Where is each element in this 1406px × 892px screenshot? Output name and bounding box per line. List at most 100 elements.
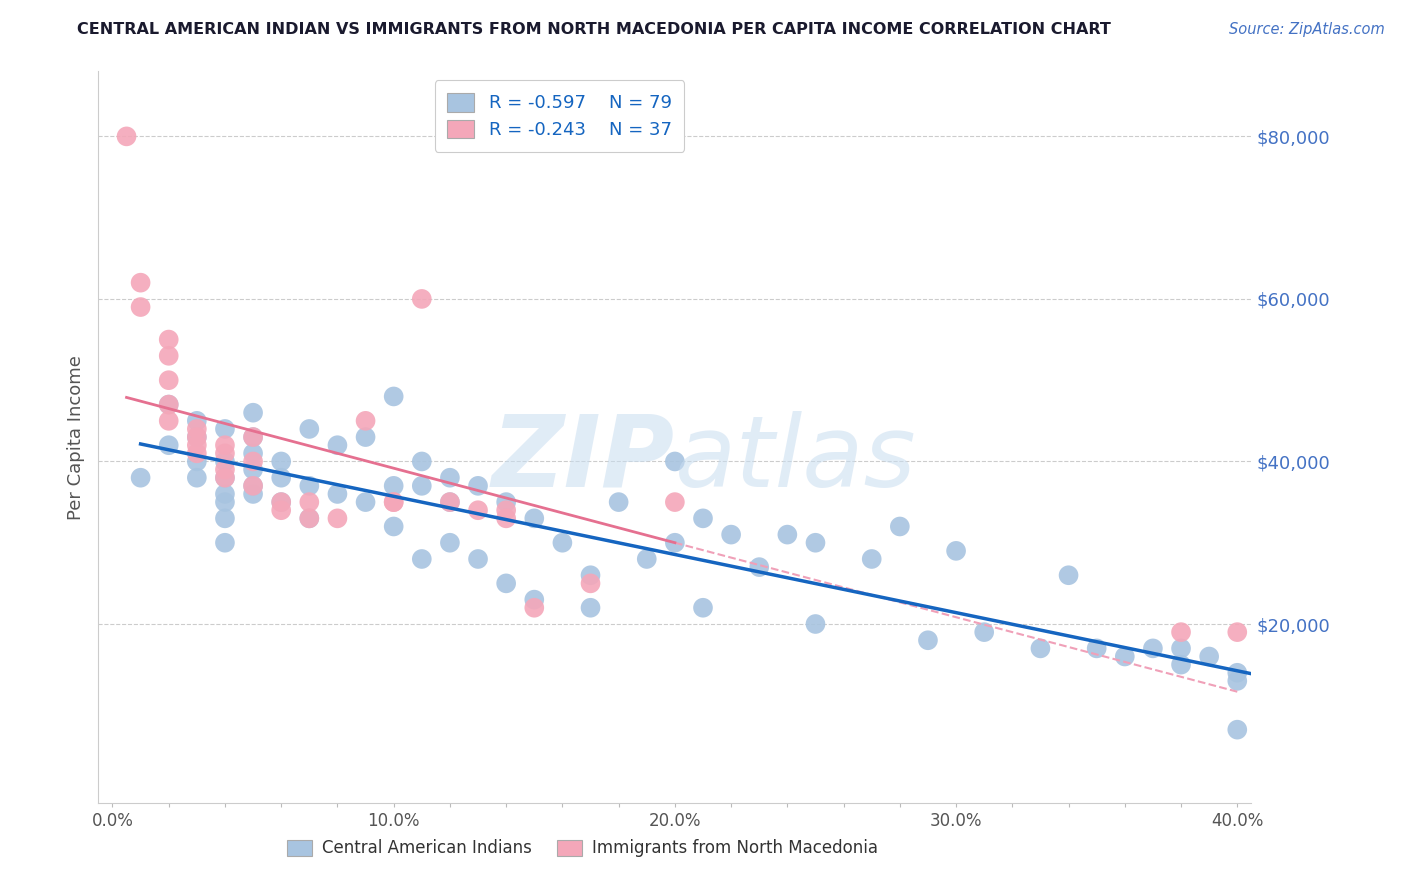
Point bbox=[186, 438, 208, 452]
Point bbox=[1029, 641, 1052, 656]
Point bbox=[214, 471, 236, 485]
Point bbox=[157, 349, 180, 363]
Point bbox=[382, 389, 405, 403]
Point bbox=[214, 462, 236, 476]
Point bbox=[270, 495, 292, 509]
Point bbox=[748, 560, 770, 574]
Point bbox=[411, 292, 433, 306]
Y-axis label: Per Capita Income: Per Capita Income bbox=[66, 355, 84, 519]
Point bbox=[664, 535, 686, 549]
Point bbox=[579, 600, 602, 615]
Point bbox=[467, 479, 489, 493]
Point bbox=[1226, 673, 1249, 688]
Point bbox=[439, 495, 461, 509]
Point bbox=[157, 333, 180, 347]
Point bbox=[439, 535, 461, 549]
Point bbox=[157, 398, 180, 412]
Point bbox=[1170, 625, 1192, 640]
Point bbox=[115, 129, 138, 144]
Point bbox=[382, 479, 405, 493]
Point bbox=[579, 568, 602, 582]
Point bbox=[804, 535, 827, 549]
Point bbox=[186, 422, 208, 436]
Point bbox=[523, 511, 546, 525]
Point bbox=[1198, 649, 1220, 664]
Point bbox=[326, 487, 349, 501]
Point bbox=[326, 438, 349, 452]
Legend: Central American Indians, Immigrants from North Macedonia: Central American Indians, Immigrants fro… bbox=[281, 832, 884, 864]
Point bbox=[242, 479, 264, 493]
Point bbox=[889, 519, 911, 533]
Point bbox=[157, 414, 180, 428]
Point bbox=[298, 511, 321, 525]
Point bbox=[186, 471, 208, 485]
Point bbox=[214, 487, 236, 501]
Point bbox=[945, 544, 967, 558]
Point bbox=[270, 454, 292, 468]
Point bbox=[523, 592, 546, 607]
Point bbox=[242, 430, 264, 444]
Point bbox=[214, 535, 236, 549]
Point bbox=[186, 454, 208, 468]
Point bbox=[495, 503, 517, 517]
Text: atlas: atlas bbox=[675, 410, 917, 508]
Point bbox=[214, 495, 236, 509]
Point bbox=[495, 495, 517, 509]
Point bbox=[973, 625, 995, 640]
Point bbox=[242, 430, 264, 444]
Point bbox=[354, 430, 377, 444]
Point bbox=[242, 462, 264, 476]
Point bbox=[214, 454, 236, 468]
Point bbox=[186, 430, 208, 444]
Point bbox=[495, 576, 517, 591]
Point bbox=[270, 503, 292, 517]
Point bbox=[1254, 665, 1277, 680]
Point bbox=[270, 471, 292, 485]
Point bbox=[214, 511, 236, 525]
Point bbox=[382, 495, 405, 509]
Point bbox=[917, 633, 939, 648]
Point bbox=[214, 438, 236, 452]
Point bbox=[692, 511, 714, 525]
Point bbox=[720, 527, 742, 541]
Point bbox=[636, 552, 658, 566]
Point bbox=[1170, 641, 1192, 656]
Point bbox=[354, 414, 377, 428]
Point bbox=[1170, 657, 1192, 672]
Text: CENTRAL AMERICAN INDIAN VS IMMIGRANTS FROM NORTH MACEDONIA PER CAPITA INCOME COR: CENTRAL AMERICAN INDIAN VS IMMIGRANTS FR… bbox=[77, 22, 1111, 37]
Point bbox=[467, 552, 489, 566]
Point bbox=[411, 454, 433, 468]
Point bbox=[157, 438, 180, 452]
Point bbox=[242, 487, 264, 501]
Point bbox=[1114, 649, 1136, 664]
Point bbox=[129, 471, 152, 485]
Point bbox=[382, 495, 405, 509]
Point bbox=[270, 495, 292, 509]
Point bbox=[411, 479, 433, 493]
Point bbox=[242, 454, 264, 468]
Point bbox=[579, 576, 602, 591]
Point bbox=[1057, 568, 1080, 582]
Point bbox=[186, 430, 208, 444]
Point bbox=[439, 471, 461, 485]
Text: ZIP: ZIP bbox=[492, 410, 675, 508]
Point bbox=[439, 495, 461, 509]
Point bbox=[1226, 665, 1249, 680]
Point bbox=[495, 511, 517, 525]
Point bbox=[129, 300, 152, 314]
Point bbox=[242, 446, 264, 460]
Point bbox=[298, 495, 321, 509]
Point bbox=[523, 600, 546, 615]
Point bbox=[664, 495, 686, 509]
Point bbox=[411, 552, 433, 566]
Point bbox=[1254, 673, 1277, 688]
Point bbox=[298, 422, 321, 436]
Point bbox=[1254, 681, 1277, 696]
Point bbox=[242, 479, 264, 493]
Point bbox=[298, 479, 321, 493]
Point bbox=[804, 617, 827, 632]
Point bbox=[607, 495, 630, 509]
Point bbox=[326, 511, 349, 525]
Point bbox=[467, 503, 489, 517]
Point bbox=[382, 519, 405, 533]
